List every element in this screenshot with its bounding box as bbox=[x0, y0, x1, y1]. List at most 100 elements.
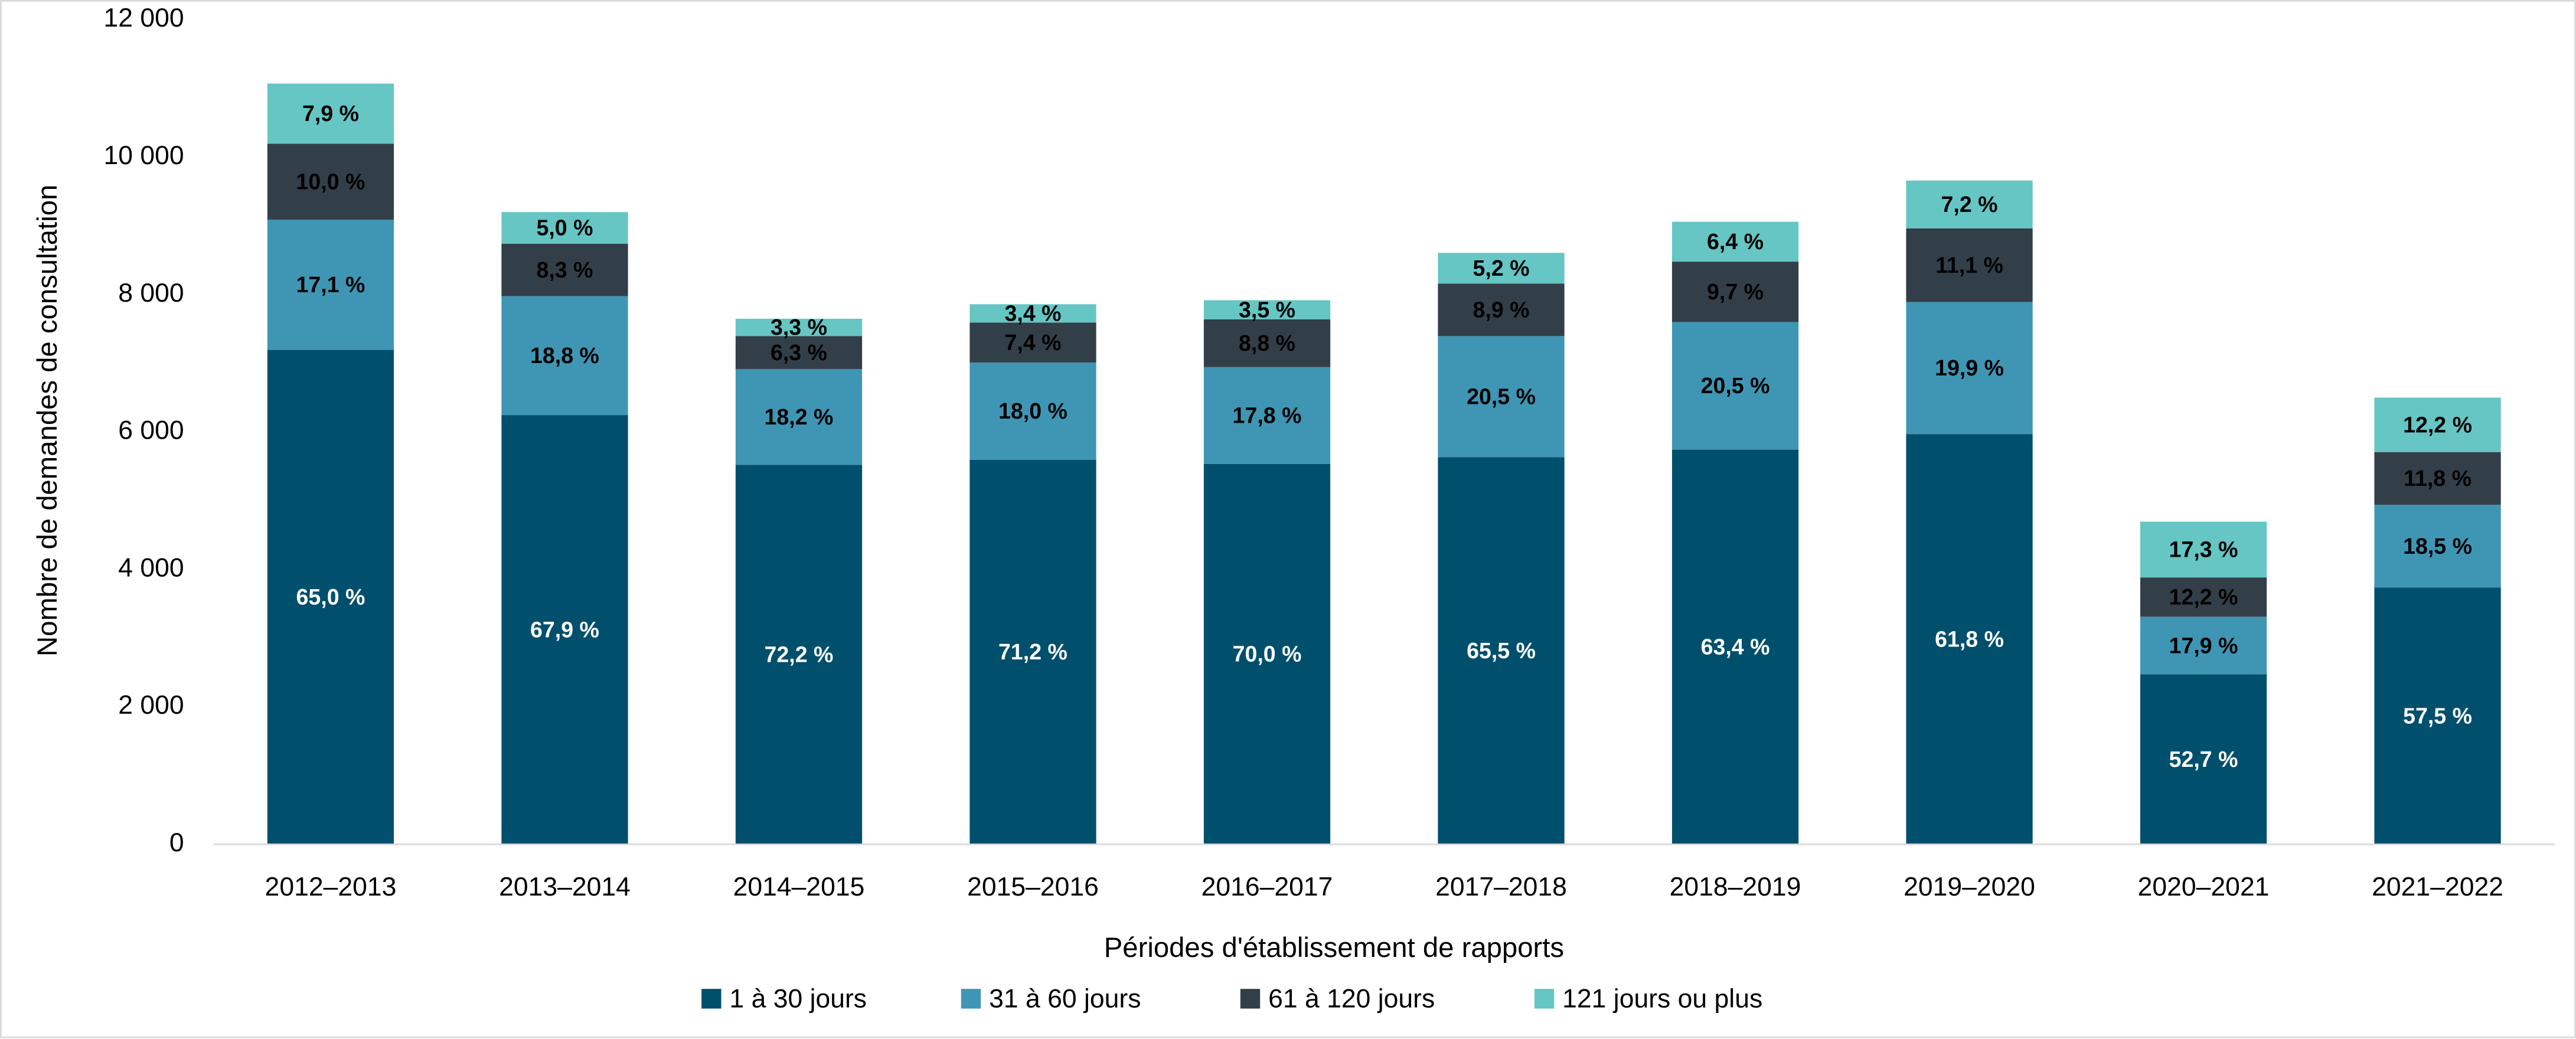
y-tick-label: 10 000 bbox=[103, 141, 184, 170]
bar-segment bbox=[1906, 228, 2033, 302]
data-label: 5,0 % bbox=[536, 215, 593, 240]
data-label: 8,8 % bbox=[1239, 331, 1295, 355]
y-tick-label: 8 000 bbox=[118, 279, 184, 308]
data-label: 17,1 % bbox=[296, 272, 365, 297]
data-label: 18,5 % bbox=[2403, 534, 2472, 558]
data-label: 65,0 % bbox=[296, 584, 365, 609]
y-tick-label: 6 000 bbox=[118, 416, 184, 445]
y-tick-label: 0 bbox=[169, 828, 184, 857]
bar-segment bbox=[267, 220, 394, 350]
x-tick-label: 2015–2016 bbox=[967, 873, 1099, 901]
y-tick-label: 4 000 bbox=[118, 553, 184, 582]
data-label: 61,8 % bbox=[1935, 626, 2004, 651]
bar-segment bbox=[501, 212, 628, 244]
legend-swatch bbox=[1534, 989, 1555, 1009]
data-label: 18,2 % bbox=[765, 404, 834, 429]
data-label: 67,9 % bbox=[530, 617, 599, 642]
data-label: 20,5 % bbox=[1467, 384, 1536, 409]
legend-label: 61 à 120 jours bbox=[1268, 984, 1435, 1013]
bar-segment bbox=[969, 459, 1096, 845]
bar-segment bbox=[1671, 449, 1799, 845]
data-label: 19,9 % bbox=[1935, 355, 2004, 380]
data-label: 17,9 % bbox=[2169, 633, 2238, 658]
bar-segment bbox=[1438, 336, 1565, 458]
data-label: 65,5 % bbox=[1467, 638, 1536, 663]
bar-segment bbox=[1671, 221, 1799, 262]
bar-segment bbox=[1671, 322, 1799, 450]
bar-segment bbox=[735, 369, 863, 465]
data-label: 3,3 % bbox=[770, 315, 827, 339]
y-tick-label: 12 000 bbox=[103, 4, 184, 32]
data-label: 63,4 % bbox=[1701, 635, 1770, 659]
data-label: 18,0 % bbox=[998, 398, 1067, 423]
data-label: 7,9 % bbox=[302, 101, 359, 126]
bar-segment bbox=[735, 336, 863, 370]
legend-swatch bbox=[1240, 989, 1261, 1009]
bar-segment bbox=[1438, 253, 1565, 284]
data-label: 17,3 % bbox=[2169, 537, 2238, 562]
data-label: 11,1 % bbox=[1935, 253, 2003, 277]
data-label: 7,4 % bbox=[1005, 330, 1062, 355]
data-label: 52,7 % bbox=[2169, 747, 2238, 772]
bar-segment bbox=[501, 243, 628, 296]
data-label: 12,2 % bbox=[2169, 584, 2238, 609]
x-tick-label: 2016–2017 bbox=[1202, 873, 1333, 901]
x-tick-label: 2017–2018 bbox=[1435, 873, 1567, 901]
bar-segment bbox=[2140, 521, 2267, 578]
bar-segment bbox=[501, 415, 628, 845]
data-label: 12,2 % bbox=[2403, 412, 2472, 437]
bar-segment bbox=[501, 296, 628, 416]
bar-segment bbox=[1438, 283, 1565, 336]
legend-swatch bbox=[701, 989, 721, 1009]
bar-segment bbox=[1203, 463, 1331, 845]
bar-segment bbox=[1438, 457, 1565, 845]
x-tick-label: 2012–2013 bbox=[265, 873, 397, 901]
legend-swatch bbox=[961, 989, 981, 1009]
data-label: 20,5 % bbox=[1701, 373, 1770, 398]
x-axis-title: Périodes d'établissement de rapports bbox=[1104, 932, 1564, 963]
x-tick-label: 2019–2020 bbox=[1904, 873, 2035, 901]
bar-segment bbox=[1203, 319, 1331, 367]
data-label: 17,8 % bbox=[1233, 403, 1302, 427]
data-label: 18,8 % bbox=[530, 343, 599, 368]
x-tick-label: 2013–2014 bbox=[499, 873, 631, 901]
bar-segment bbox=[1906, 302, 2033, 434]
y-tick-label: 2 000 bbox=[118, 691, 184, 720]
data-label: 57,5 % bbox=[2403, 703, 2472, 728]
bar-segment bbox=[1203, 300, 1331, 319]
data-label: 7,2 % bbox=[1941, 192, 1998, 217]
y-axis-title: Nombre de demandes de consultation bbox=[32, 185, 63, 656]
x-tick-label: 2020–2021 bbox=[2138, 873, 2270, 901]
bar-segment bbox=[267, 349, 394, 845]
bar-segment bbox=[969, 304, 1096, 323]
legend-label: 1 à 30 jours bbox=[729, 984, 867, 1013]
data-label: 72,2 % bbox=[765, 642, 834, 667]
data-label: 10,0 % bbox=[296, 169, 365, 194]
data-label: 8,3 % bbox=[536, 257, 593, 282]
data-label: 70,0 % bbox=[1233, 642, 1302, 666]
legend-label: 31 à 60 jours bbox=[989, 984, 1141, 1013]
data-label: 3,5 % bbox=[1239, 297, 1295, 322]
x-tick-label: 2021–2022 bbox=[2372, 873, 2503, 901]
bar-segment bbox=[267, 143, 394, 220]
x-tick-label: 2018–2019 bbox=[1670, 873, 1801, 901]
bar-segment bbox=[1671, 262, 1799, 322]
x-tick-label: 2014–2015 bbox=[733, 873, 865, 901]
bar-segment bbox=[735, 465, 863, 845]
bar-segment bbox=[2374, 505, 2501, 588]
bar-segment bbox=[2374, 397, 2501, 452]
bar-segment bbox=[969, 322, 1096, 363]
bar-segment bbox=[2140, 674, 2267, 845]
bar-segment bbox=[267, 83, 394, 144]
data-label: 8,9 % bbox=[1473, 298, 1530, 322]
bar-segment bbox=[2374, 452, 2501, 505]
bar-segment bbox=[1203, 367, 1331, 464]
data-label: 5,2 % bbox=[1473, 256, 1530, 280]
bar-segment bbox=[1906, 434, 2033, 845]
data-label: 71,2 % bbox=[998, 639, 1067, 664]
data-label: 11,8 % bbox=[2404, 466, 2471, 491]
bar-segment bbox=[2374, 587, 2501, 845]
bar-segment bbox=[2140, 616, 2267, 675]
